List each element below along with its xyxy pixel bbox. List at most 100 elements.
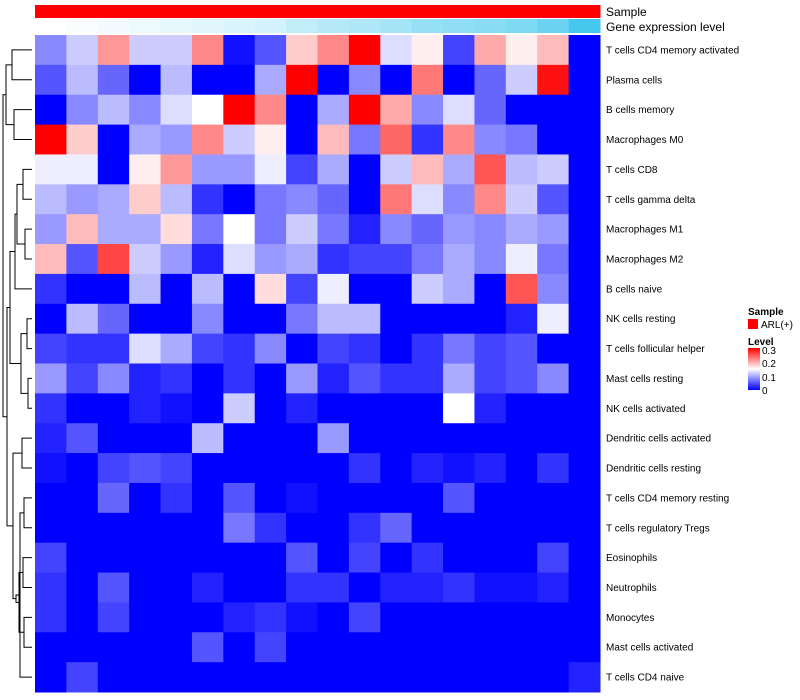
heatmap-cell xyxy=(317,512,350,544)
heatmap-cell xyxy=(380,512,413,544)
heatmap-cell xyxy=(537,273,570,305)
row-dendrogram xyxy=(2,49,32,678)
heatmap-cell xyxy=(191,35,224,66)
heatmap-cell xyxy=(348,214,381,245)
heatmap-cell xyxy=(443,64,475,96)
heatmap-cell xyxy=(443,363,475,394)
heatmap-cell xyxy=(129,482,162,514)
heatmap-cell xyxy=(129,35,162,66)
annotation-label-expression: Gene expression level xyxy=(606,20,725,34)
heatmap-cell xyxy=(537,214,570,245)
heatmap-cell xyxy=(223,154,256,185)
heatmap-cell xyxy=(505,572,538,603)
heatmap-cell xyxy=(537,363,570,394)
heatmap-cell xyxy=(191,453,224,484)
heatmap-cell xyxy=(254,244,287,275)
heatmap-cell xyxy=(380,482,413,514)
heatmap-cell xyxy=(505,662,538,693)
heatmap-cell xyxy=(223,124,256,155)
sample-annotation-cell xyxy=(411,5,444,18)
heatmap-cell xyxy=(474,482,507,514)
heatmap-cell xyxy=(97,632,130,663)
heatmap-cell xyxy=(223,214,256,245)
heatmap-cell xyxy=(443,35,475,66)
heatmap-cell xyxy=(35,632,67,663)
heatmap-cell xyxy=(443,662,475,693)
row-label: Dendritic cells activated xyxy=(606,434,711,445)
heatmap-cell xyxy=(35,64,67,96)
heatmap-cell xyxy=(380,393,413,424)
heatmap-cell xyxy=(223,244,256,275)
heatmap-cell xyxy=(191,423,224,454)
heatmap-cell xyxy=(411,184,444,215)
heatmap-cell xyxy=(191,64,224,96)
heatmap-cell xyxy=(411,482,444,514)
heatmap-cell xyxy=(254,542,287,574)
expression-annotation-cell xyxy=(223,19,256,33)
heatmap-cell xyxy=(537,423,570,454)
heatmap-cell xyxy=(191,273,224,305)
heatmap-cell xyxy=(568,273,601,305)
heatmap-cell xyxy=(348,602,381,633)
expression-annotation-cell xyxy=(254,19,287,33)
heatmap-cell xyxy=(348,482,381,514)
expression-annotation-cell xyxy=(317,19,350,33)
heatmap-cell xyxy=(537,542,570,574)
heatmap-cell xyxy=(474,64,507,96)
heatmap-cell xyxy=(160,482,193,514)
heatmap-cell xyxy=(35,333,67,364)
heatmap-cell xyxy=(223,94,256,126)
heatmap-cell xyxy=(97,423,130,454)
sample-annotation-cell xyxy=(568,5,601,18)
heatmap-cell xyxy=(97,363,130,394)
heatmap-cell xyxy=(129,363,162,394)
heatmap-cell xyxy=(505,632,538,663)
expression-annotation-cell xyxy=(286,19,318,33)
heatmap-cell xyxy=(191,124,224,155)
sample-annotation-cell xyxy=(537,5,570,18)
heatmap-cell xyxy=(160,124,193,155)
heatmap-cell xyxy=(505,333,538,364)
heatmap-cell xyxy=(568,244,601,275)
heatmap-cell xyxy=(66,273,99,305)
row-label: Mast cells activated xyxy=(606,643,693,654)
sample-annotation-cell xyxy=(66,5,99,18)
sample-annotation-cell xyxy=(191,5,224,18)
heatmap-cell xyxy=(97,124,130,155)
heatmap-cell xyxy=(254,393,287,424)
heatmap-cell xyxy=(537,244,570,275)
heatmap-cell xyxy=(348,35,381,66)
heatmap-cell xyxy=(537,35,570,66)
heatmap-cell xyxy=(254,333,287,364)
heatmap-cell xyxy=(66,184,99,215)
heatmap-cell xyxy=(411,512,444,544)
heatmap-cell xyxy=(568,35,601,66)
heatmap-cell xyxy=(66,453,99,484)
heatmap-cell xyxy=(254,124,287,155)
heatmap-cell xyxy=(443,572,475,603)
heatmap-cell xyxy=(411,542,444,574)
heatmap-cell xyxy=(97,184,130,215)
heatmap-cell xyxy=(317,154,350,185)
heatmap-cell xyxy=(35,662,67,693)
heatmap-cell xyxy=(474,423,507,454)
sample-annotation-cell xyxy=(348,5,381,18)
heatmap-cell xyxy=(505,64,538,96)
heatmap-cell xyxy=(348,64,381,96)
heatmap-cell xyxy=(286,393,318,424)
heatmap-cell xyxy=(35,423,67,454)
heatmap-cell xyxy=(223,662,256,693)
heatmap-cell xyxy=(35,453,67,484)
heatmap-cell xyxy=(35,94,67,126)
heatmap-cell xyxy=(443,602,475,633)
heatmap-cell xyxy=(97,333,130,364)
heatmap-cell xyxy=(223,273,256,305)
heatmap-cell xyxy=(411,214,444,245)
heatmap-cell xyxy=(35,244,67,275)
heatmap-cell xyxy=(317,64,350,96)
heatmap-cell xyxy=(223,333,256,364)
heatmap-cell xyxy=(35,184,67,215)
heatmap-cell xyxy=(286,602,318,633)
